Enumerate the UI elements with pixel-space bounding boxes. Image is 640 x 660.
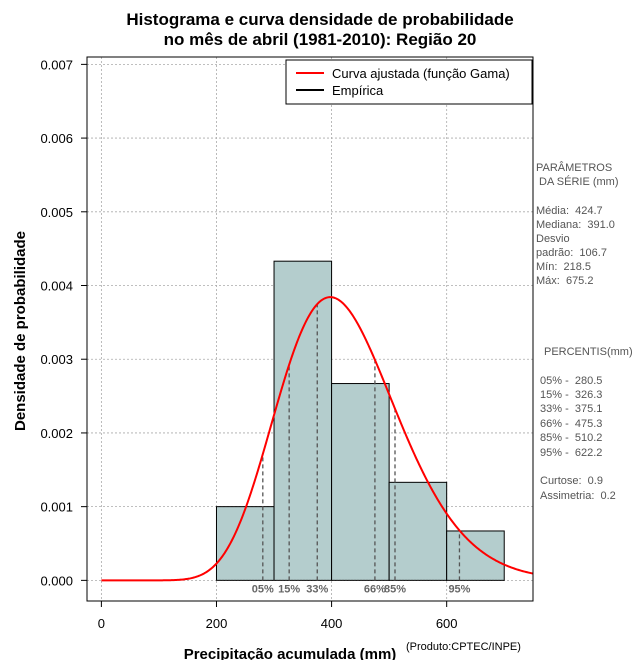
chart-title-line-1: Histograma e curva densidade de probabil… (126, 10, 514, 29)
x-tick-label: 400 (321, 616, 343, 631)
params-title-1: PARÂMETROS (536, 162, 613, 174)
percentil-05: 05% - 280.5 (540, 375, 603, 387)
percentil-33: 33% - 375.1 (540, 403, 603, 415)
percentil-66: 66% - 475.3 (540, 418, 603, 430)
x-tick-label: 200 (206, 616, 228, 631)
params-title-2: DA SÉRIE (mm) (536, 176, 619, 188)
stat-max: Máx: 675.2 (536, 275, 594, 287)
y-tick-label: 0.000 (40, 573, 73, 588)
percentile-label-85: 85% (384, 583, 406, 595)
stat-desvio-label: Desvio (536, 233, 570, 245)
y-axis-label: Densidade de probabilidade (12, 231, 29, 431)
percentile-label-95: 95% (448, 583, 470, 595)
legend-label-1: Curva ajustada (função Gama) (332, 66, 510, 81)
plot-frame (86, 56, 534, 602)
percentile-label-05: 05% (252, 583, 274, 595)
histogram-bar-3 (331, 383, 390, 581)
y-tick-label: 0.007 (40, 57, 73, 72)
y-tick-label: 0.005 (40, 205, 73, 220)
histogram-bar-1 (215, 506, 275, 581)
stat-media: Média: 424.7 (536, 205, 603, 217)
percentil-95: 95% - 622.2 (540, 447, 603, 459)
x-tick-label: 0 (98, 616, 105, 631)
percentile-label-15: 15% (278, 583, 300, 595)
y-tick-label: 0.003 (40, 352, 73, 367)
stat-curtose: Curtose: 0.9 (540, 475, 603, 487)
product-credit: (Produto:CPTEC/INPE) (406, 641, 521, 653)
x-tick-label: 600 (436, 616, 458, 631)
chart-title-line-2: no mês de abril (1981-2010): Região 20 (163, 30, 477, 49)
stat-min: Mín: 218.5 (536, 261, 592, 273)
y-tick-label: 0.006 (40, 131, 73, 146)
x-axis-label: Precipitação acumulada (mm) (184, 646, 397, 660)
percentile-label-66: 66% (364, 583, 386, 595)
histogram-bar-2 (273, 260, 333, 581)
percentis-title: PERCENTIS(mm) (544, 346, 633, 358)
legend-box (285, 59, 533, 105)
legend-label-2: Empírica (332, 83, 384, 98)
percentile-label-33: 33% (306, 583, 328, 595)
y-tick-label: 0.002 (40, 426, 73, 441)
stat-mediana: Mediana: 391.0 (536, 219, 615, 231)
percentil-85: 85% - 510.2 (540, 432, 603, 444)
y-tick-label: 0.004 (40, 279, 73, 294)
stat-assimetria: Assimetria: 0.2 (540, 490, 616, 502)
percentil-15: 15% - 326.3 (540, 389, 603, 401)
histogram-bar-5 (446, 530, 505, 581)
histogram-bar-4 (388, 481, 448, 581)
y-tick-label: 0.001 (40, 500, 73, 515)
stat-desvio-value: padrão: 106.7 (536, 247, 607, 259)
gamma-density-curve (101, 296, 534, 582)
